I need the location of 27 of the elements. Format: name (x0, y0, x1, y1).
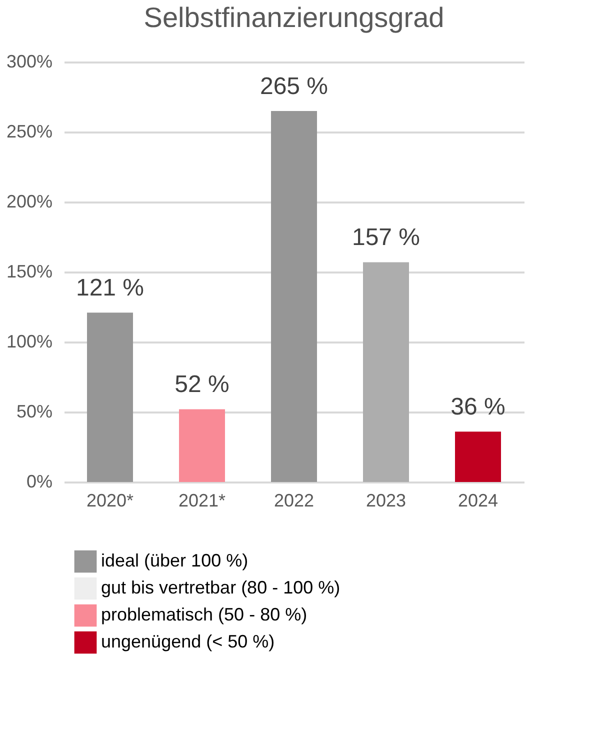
bar (179, 409, 225, 482)
data-label: 157 % (352, 224, 420, 252)
bar (271, 111, 317, 482)
data-label: 265 % (260, 73, 328, 100)
x-tick-label: 2024 (458, 490, 498, 510)
y-tick-label: 0% (26, 472, 52, 492)
y-tick-label: 250% (6, 122, 52, 142)
data-label: 121 % (76, 274, 144, 302)
y-tick-label: 200% (6, 192, 52, 212)
y-tick-label: 150% (6, 262, 52, 282)
bar (455, 432, 501, 482)
x-tick-label: 2022 (274, 490, 314, 510)
x-tick-label: 2023 (366, 490, 406, 510)
x-tick-label: 2021* (178, 490, 226, 510)
legend-label: problematisch (50 - 80 %) (101, 604, 308, 624)
legend-label: ideal (über 100 %) (101, 550, 248, 570)
y-tick-label: 300% (6, 52, 52, 72)
x-tick-label: 2020* (86, 490, 134, 510)
data-label: 52 % (174, 371, 230, 398)
bar (87, 312, 133, 482)
y-tick-label: 100% (6, 332, 52, 352)
y-tick-label: 50% (16, 402, 52, 422)
legend-label: ungenügend (< 50 %) (101, 632, 275, 652)
bar (363, 262, 409, 482)
legend-label: gut bis vertretbar (80 - 100 %) (101, 578, 340, 598)
data-label: 36 % (450, 394, 506, 421)
chart-title: Selbstfinanzierungsgrad (144, 2, 444, 33)
